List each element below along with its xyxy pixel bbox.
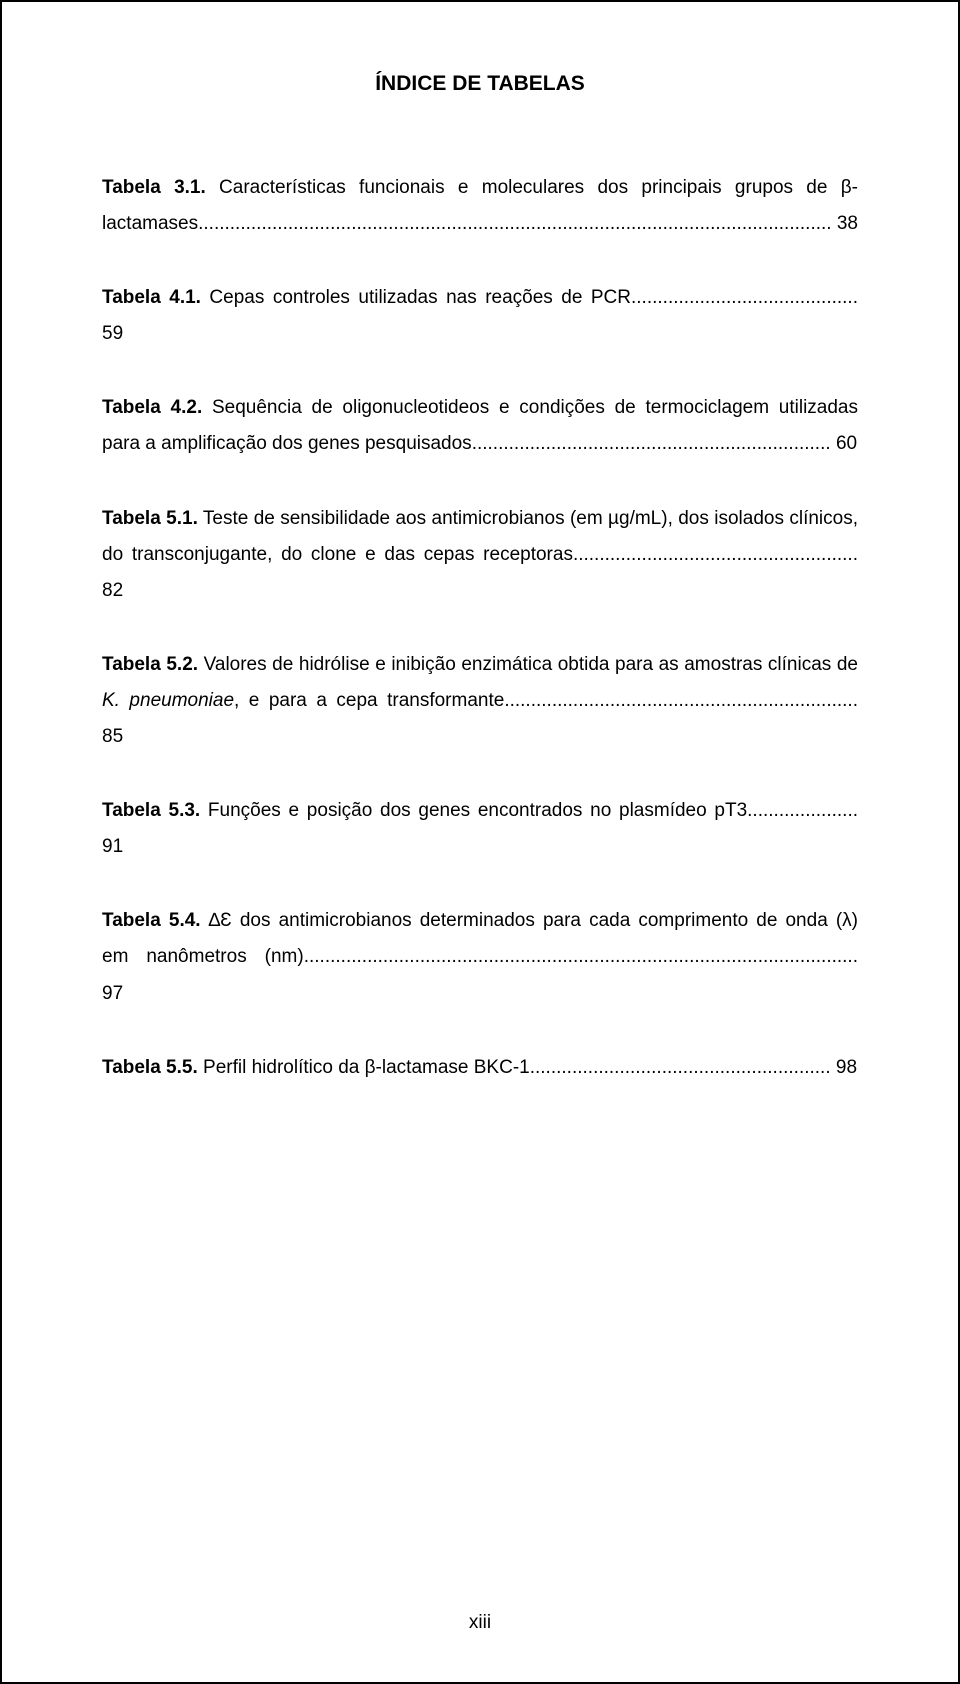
toc-entry-page: 91 xyxy=(102,836,123,857)
toc-entry: Tabela 5.5. Perfil hidrolítico da β-lact… xyxy=(102,1050,858,1086)
toc-entry-page: 60 xyxy=(836,433,857,454)
toc-entry-page: 85 xyxy=(102,726,123,747)
toc-entry-leader: ........................................… xyxy=(504,690,858,711)
toc-entry: Tabela 5.3. Funções e posição dos genes … xyxy=(102,793,858,865)
toc-entry-leader: ........................................… xyxy=(530,1057,836,1078)
toc-entry-page: 97 xyxy=(102,983,123,1004)
toc-entry: Tabela 5.1. Teste de sensibilidade aos a… xyxy=(102,501,858,609)
toc-entry: Tabela 5.2. Valores de hidrólise e inibi… xyxy=(102,647,858,755)
toc-entry-text-post: , e para a cepa transformante xyxy=(234,690,504,711)
toc-entries: Tabela 3.1. Características funcionais e… xyxy=(102,170,858,1086)
toc-entry-page: 38 xyxy=(837,213,858,234)
toc-entry: Tabela 5.4. ∆Ɛ dos antimicrobianos deter… xyxy=(102,903,858,1011)
toc-entry-label: Tabela 3.1. xyxy=(102,177,206,198)
page-container: ÍNDICE DE TABELAS Tabela 3.1. Caracterís… xyxy=(0,0,960,1684)
toc-entry-text: Funções e posição dos genes encontrados … xyxy=(200,800,747,821)
toc-entry-label: Tabela 4.2. xyxy=(102,397,202,418)
toc-entry-leader: ..................... xyxy=(747,800,858,821)
toc-entry-leader: ........................................… xyxy=(472,433,836,454)
toc-entry: Tabela 4.1. Cepas controles utilizadas n… xyxy=(102,280,858,352)
toc-entry-leader: ........................................… xyxy=(631,287,858,308)
toc-entry-label: Tabela 4.1. xyxy=(102,287,201,308)
toc-entry-text: Perfil hidrolítico da β-lactamase BKC-1 xyxy=(198,1057,530,1078)
toc-entry-leader: ........................................… xyxy=(198,213,837,234)
toc-entry-label: Tabela 5.4. xyxy=(102,910,201,931)
toc-entry: Tabela 4.2. Sequência de oligonucleotide… xyxy=(102,390,858,462)
toc-entry-page: 82 xyxy=(102,580,123,601)
toc-entry-label: Tabela 5.5. xyxy=(102,1057,198,1078)
page-title: ÍNDICE DE TABELAS xyxy=(102,72,858,96)
toc-entry-label: Tabela 5.2. xyxy=(102,654,198,675)
toc-entry: Tabela 3.1. Características funcionais e… xyxy=(102,170,858,242)
toc-entry-text: Cepas controles utilizadas nas reações d… xyxy=(201,287,631,308)
toc-entry-page: 98 xyxy=(836,1057,857,1078)
toc-entry-leader: ........................................… xyxy=(304,946,858,967)
page-number: xiii xyxy=(2,1612,958,1634)
toc-entry-italic: K. pneumoniae xyxy=(102,690,234,711)
toc-entry-label: Tabela 5.1. xyxy=(102,508,198,529)
toc-entry-text: Valores de hidrólise e inibição enzimáti… xyxy=(198,654,858,675)
toc-entry-page: 59 xyxy=(102,323,123,344)
toc-entry-label: Tabela 5.3. xyxy=(102,800,200,821)
toc-entry-leader: ........................................… xyxy=(573,544,858,565)
